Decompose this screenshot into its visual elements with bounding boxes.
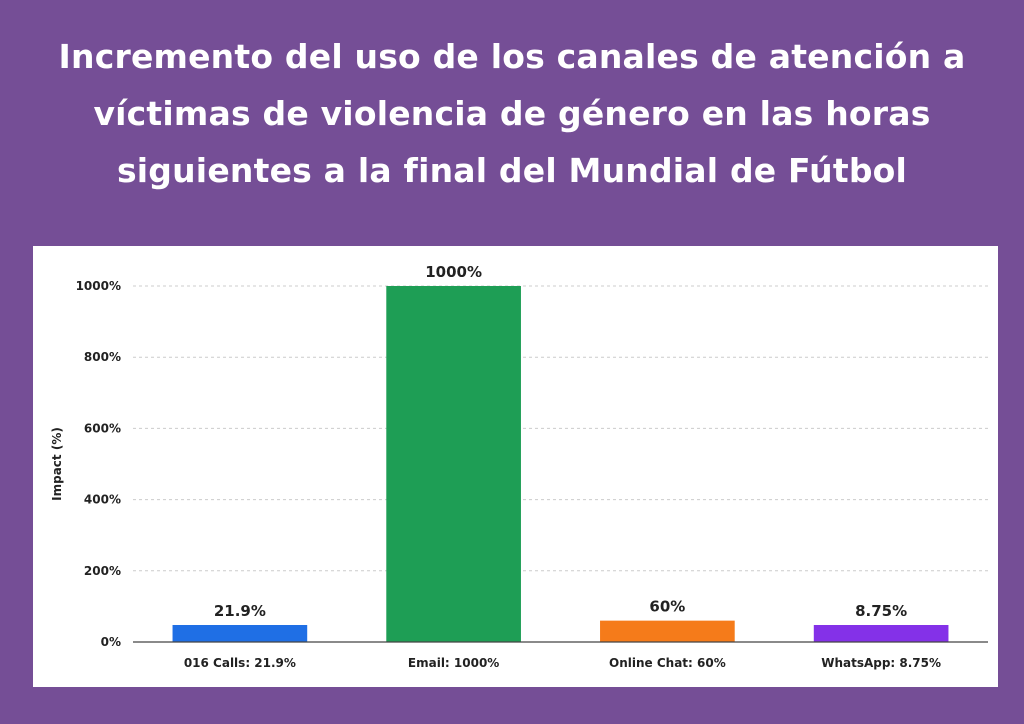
bar-value-label: 8.75%	[855, 602, 907, 620]
chart-headline: Incremento del uso de los canales de ate…	[20, 28, 1004, 199]
headline-line-2: víctimas de violencia de género en las h…	[93, 94, 931, 133]
bar	[172, 625, 308, 642]
bar-value-label: 1000%	[425, 263, 482, 281]
bar-chart: 0% 200% 400% 600% 800% 1000% 21.9% 1000% 60% 8.7…	[50, 263, 988, 670]
category-labels: 016 Calls: 21.9% Email: 1000% Online Chat:…	[184, 656, 941, 670]
category-label: 016 Calls: 21.9%	[184, 656, 296, 670]
y-tick-label: 200%	[84, 564, 121, 578]
y-axis-ticks: 0% 200% 400% 600% 800% 1000%	[76, 279, 121, 649]
bar	[386, 286, 521, 642]
category-label: WhatsApp: 8.75%	[821, 656, 941, 670]
bar-value-label: 21.9%	[214, 602, 266, 620]
y-tick-label: 600%	[84, 421, 121, 435]
headline-line-1: Incremento del uso de los canales de ate…	[58, 37, 966, 76]
category-label: Online Chat: 60%	[609, 656, 726, 670]
y-axis-label: Impact (%)	[50, 427, 64, 501]
bars	[172, 286, 949, 642]
bar	[600, 620, 735, 642]
y-tick-label: 800%	[84, 350, 121, 364]
bar-value-labels: 21.9% 1000% 60% 8.75%	[214, 263, 907, 620]
y-tick-label: 400%	[84, 493, 121, 507]
y-tick-label: 0%	[101, 635, 121, 649]
bar	[813, 625, 949, 642]
chart-card: 0% 200% 400% 600% 800% 1000% 21.9% 1000% 60% 8.7…	[33, 246, 998, 687]
category-label: Email: 1000%	[408, 656, 499, 670]
y-tick-label: 1000%	[76, 279, 121, 293]
grid-lines	[133, 285, 988, 572]
headline-line-3: siguientes a la final del Mundial de Fút…	[116, 151, 908, 190]
bar-value-label: 60%	[649, 598, 685, 616]
